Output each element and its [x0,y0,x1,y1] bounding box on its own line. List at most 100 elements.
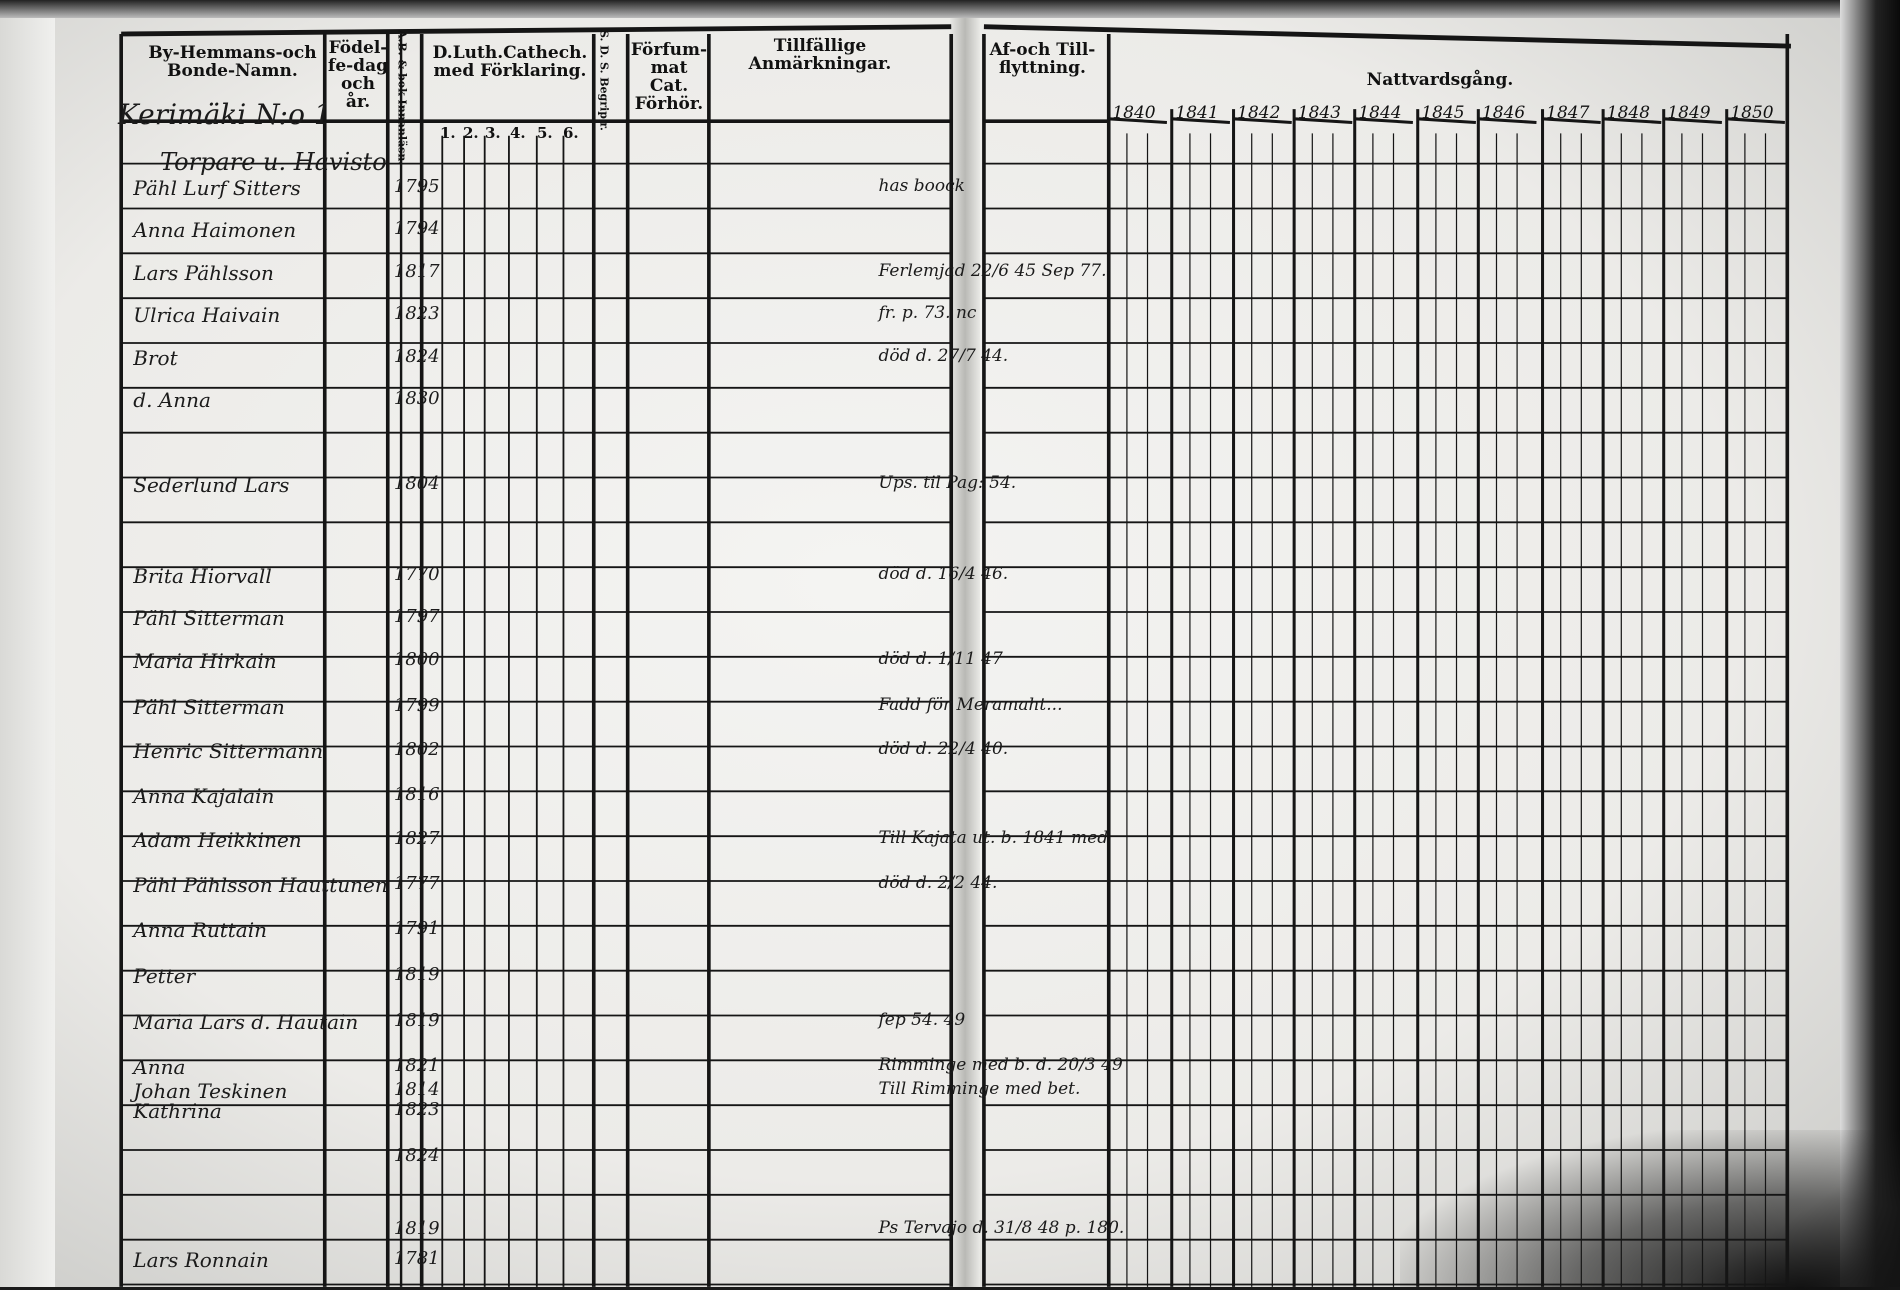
year-underline [1294,117,1353,124]
entry-year: 1791 [393,917,440,939]
year-header-1843: 1843 [1297,102,1342,123]
entry-remark: has boock [878,175,965,196]
year-underline [1108,117,1167,124]
header-remarks: Tillfällige Anmärkningar. [748,36,892,74]
entry-year: 1799 [393,694,440,716]
entry-name: Sederlund Lars [133,472,290,497]
entry-remark: död d. 22/4 40. [878,739,1009,760]
entry-name: Brita Hiorvall [133,563,272,588]
header-birth: Födel-fe-dag och år. [328,38,388,112]
top-rule-right [983,24,1792,49]
year-header-1848: 1848 [1606,102,1651,123]
entry-name: Petter [133,963,196,988]
entry-year: 1797 [393,606,440,628]
entry-remark: Till Kajata ut. b. 1841 med [878,827,1109,848]
header-forhor: Förfum-mat Cat. Förhör. [630,40,708,114]
year-header-1846: 1846 [1481,102,1526,123]
catechism-part-1: 1. [440,124,456,142]
farm-heading: Torpare u. Havisto [160,148,387,176]
entry-year: 1795 [393,175,440,197]
entry-year: 1777 [393,872,440,894]
scan-shadow [1400,1130,1900,1290]
entry-remark: fep 54. 49 [878,1009,966,1030]
year-underline [1171,117,1231,124]
entry-year: 1823 [393,303,440,325]
entry-year: 1814 [393,1078,440,1100]
entry-remark: Ferlemjad 22/6 45 Sep 77. [878,260,1107,281]
catechism-part-2: 2. [463,124,479,142]
page-edge-left [0,0,55,1287]
entry-remark: Fadd för Meramaht... [878,694,1063,715]
entry-name: Brot [133,345,178,370]
entry-year: 1819 [393,963,440,985]
entry-name: Henric Sittermann [133,739,324,764]
year-underline [1663,117,1722,124]
entry-name: Maria Hirkain [133,648,277,673]
entry-remark: Rimminge med b. d. 20/3 49 [878,1054,1123,1075]
header-moves: Af-och Till-flyttning. [989,40,1096,78]
catechism-part-3: 3. [485,124,501,142]
entry-year: 1823 [393,1099,440,1121]
entry-name: Lars Pählsson [133,260,274,285]
year-header-1841: 1841 [1175,102,1219,123]
entry-remark: död d. 2/2 44. [878,872,998,893]
entry-name: Kathrina [133,1099,222,1124]
year-underline [1542,117,1601,124]
entry-name: Adam Heikkinen [133,827,302,852]
entry-remark: fr. p. 73. nc [878,303,977,324]
year-header-1840: 1840 [1112,102,1156,123]
header-name: By-Hemmans-och Bonde-Namn. [148,43,317,81]
year-header-1850: 1850 [1730,102,1774,123]
entry-name: Pähl Lurf Sitters [133,175,301,200]
page-edge-right [1840,0,1900,1287]
entry-year: 1800 [393,648,440,670]
year-header-1844: 1844 [1358,102,1402,123]
catechism-part-5: 5. [537,124,553,142]
header-ab-bok: A.B. & bok Innanläsn. [395,30,409,166]
catechism-part-4: 4. [510,124,526,142]
entry-year: 1794 [393,218,440,240]
entry-year: 1770 [393,563,440,585]
entry-name: Pähl Pählsson Hauttunen [133,872,388,897]
top-rule-left [121,24,952,37]
entry-year: 1824 [393,345,440,367]
catechism-part-6: 6. [563,124,579,142]
year-underline [1603,117,1662,124]
village-heading: Kerimäki N:o 1 [118,98,332,131]
entry-remark: Ps Tervajo d. 31/8 48 p. 180. [878,1218,1125,1239]
year-header-1847: 1847 [1546,102,1590,123]
year-underline [1417,117,1476,124]
entry-remark: död d. 27/7 44. [878,345,1009,366]
entry-year: 1781 [393,1248,440,1270]
entry-remark: Ups. til Pag: 54. [878,472,1017,493]
entry-year: 1830 [393,388,440,410]
entry-year: 1817 [393,260,440,282]
year-underline [1233,117,1292,124]
entry-remark: död d. 16/4 46. [878,563,1009,584]
entry-name: Anna Kajalain [133,784,275,809]
entry-name: Anna [133,1054,186,1079]
header-sds: S. D. S. Begrip'r. [597,30,611,131]
entry-name: d. Anna [133,388,211,413]
entry-remark: död d. 1/11 47 [878,648,1003,669]
entry-name: Pähl Sitterman [133,694,285,719]
page-edge-top [0,0,1900,18]
entry-name: Anna Haimonen [133,218,297,243]
year-underline [1726,117,1785,124]
entry-year: 1819 [393,1009,440,1031]
entry-year: 1827 [393,827,440,849]
entry-name: Lars Ronnain [133,1248,269,1273]
year-header-1849: 1849 [1667,102,1711,123]
year-header-1845: 1845 [1421,102,1465,123]
entry-remark: Till Rimminge med bet. [878,1078,1081,1099]
year-header-1842: 1842 [1237,102,1281,123]
year-underline [1354,117,1413,124]
entry-year: 1821 [393,1054,440,1076]
entry-year: 1816 [393,784,440,806]
book-gutter [950,0,980,1287]
entry-year: 1819 [393,1218,440,1240]
entry-name: Johan Teskinen [133,1078,288,1103]
header-catechism: D.Luth.Cathech. med Förklaring. [432,43,588,81]
entry-year: 1824 [393,1145,440,1167]
